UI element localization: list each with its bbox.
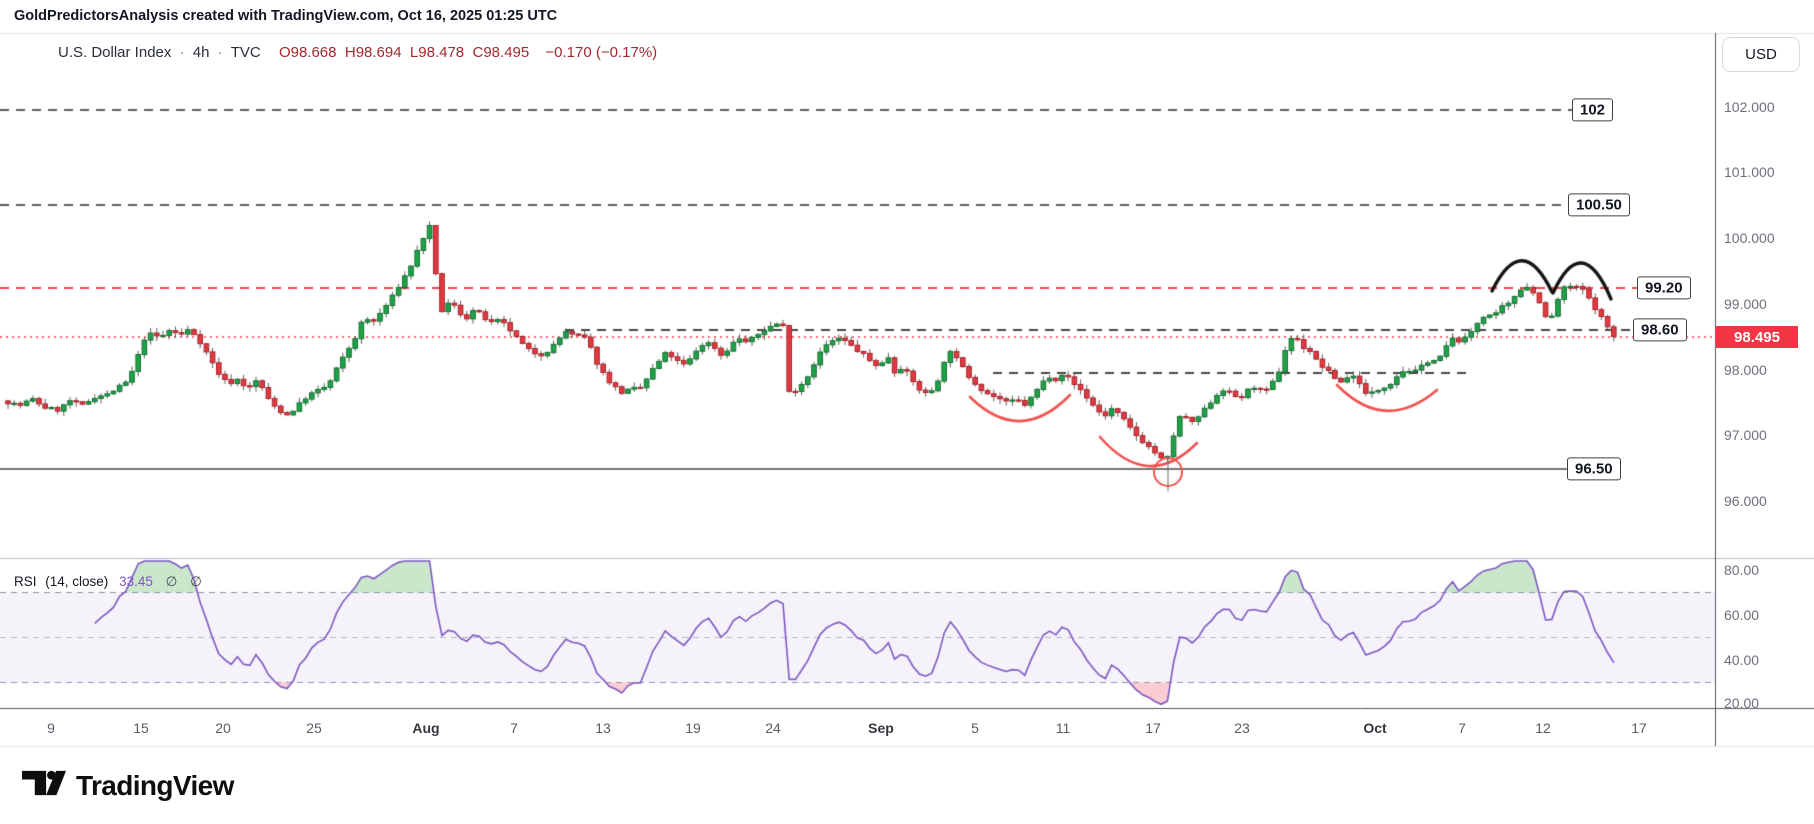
- time-axis-label-month[interactable]: Sep: [868, 720, 894, 736]
- level-label-98-60[interactable]: 98.60: [1633, 318, 1687, 342]
- price-axis-label[interactable]: 97.000: [1724, 427, 1767, 443]
- level-label-100-50[interactable]: 100.50: [1568, 193, 1630, 217]
- price-axis-label[interactable]: 100.000: [1724, 230, 1775, 246]
- rsi-axis-label[interactable]: 20.00: [1724, 695, 1760, 711]
- rsi-indicator-legend[interactable]: RSI (14, close) 33.45 ∅ ∅: [14, 574, 202, 590]
- rsi-value: 33.45: [119, 574, 153, 589]
- rsi-null-icon: ∅: [190, 574, 202, 589]
- brand-name: TradingView: [76, 769, 234, 801]
- price-axis-label[interactable]: 99.000: [1724, 296, 1767, 312]
- ohlc-values: O98.668 H98.694 L98.478 C98.495: [278, 44, 530, 61]
- time-axis-label[interactable]: 15: [133, 720, 149, 736]
- time-axis-label[interactable]: 19: [685, 720, 701, 736]
- rsi-name: RSI: [14, 574, 37, 589]
- rsi-null-icon: ∅: [165, 574, 178, 589]
- time-axis-label[interactable]: 5: [971, 720, 979, 736]
- currency-button[interactable]: USD: [1722, 37, 1800, 72]
- price-axis-label[interactable]: 98.000: [1724, 362, 1767, 378]
- price-axis-label[interactable]: 102.000: [1724, 99, 1775, 115]
- price-axis-label[interactable]: 101.000: [1724, 164, 1775, 180]
- time-axis-label-month[interactable]: Oct: [1363, 720, 1387, 736]
- time-axis-label[interactable]: 17: [1631, 720, 1647, 736]
- time-axis-label[interactable]: 20: [215, 720, 231, 736]
- tradingview-branding[interactable]: TradingView: [22, 768, 234, 803]
- time-axis-label[interactable]: 12: [1535, 720, 1551, 736]
- time-axis-label[interactable]: 25: [306, 720, 322, 736]
- time-axis-label[interactable]: 24: [765, 720, 781, 736]
- time-axis-label[interactable]: 9: [47, 720, 55, 736]
- time-axis-label[interactable]: 7: [510, 720, 518, 736]
- rsi-axis-label[interactable]: 60.00: [1724, 607, 1760, 623]
- interval-label[interactable]: 4h: [192, 44, 210, 61]
- time-axis-label[interactable]: 23: [1234, 720, 1250, 736]
- rsi-axis-label[interactable]: 80.00: [1724, 562, 1760, 578]
- change-value: −0.170 (−0.17%): [545, 44, 658, 61]
- time-axis-label[interactable]: 7: [1458, 720, 1466, 736]
- level-label-99-20[interactable]: 99.20: [1637, 276, 1691, 300]
- legend-separator: ·: [217, 44, 223, 61]
- legend-separator: ·: [179, 44, 185, 61]
- time-axis-label[interactable]: 17: [1145, 720, 1161, 736]
- level-label-96-50[interactable]: 96.50: [1567, 457, 1621, 481]
- symbol-name[interactable]: U.S. Dollar Index: [58, 44, 172, 61]
- time-axis-label-month[interactable]: Aug: [412, 720, 440, 736]
- rsi-params: (14, close): [45, 574, 109, 589]
- rsi-axis-label[interactable]: 40.00: [1724, 652, 1760, 668]
- symbol-legend[interactable]: U.S. Dollar Index · 4h · TVC O98.668 H98…: [58, 44, 657, 61]
- current-price-badge: 98.495: [1716, 326, 1798, 348]
- price-axis-label[interactable]: 96.000: [1724, 493, 1767, 509]
- page-title: GoldPredictorsAnalysis created with Trad…: [14, 8, 558, 24]
- tradingview-logo-icon: [22, 768, 66, 803]
- exchange-label: TVC: [230, 44, 261, 61]
- level-label-102[interactable]: 102: [1572, 98, 1614, 122]
- time-axis-label[interactable]: 11: [1055, 720, 1071, 736]
- time-axis-label[interactable]: 13: [595, 720, 611, 736]
